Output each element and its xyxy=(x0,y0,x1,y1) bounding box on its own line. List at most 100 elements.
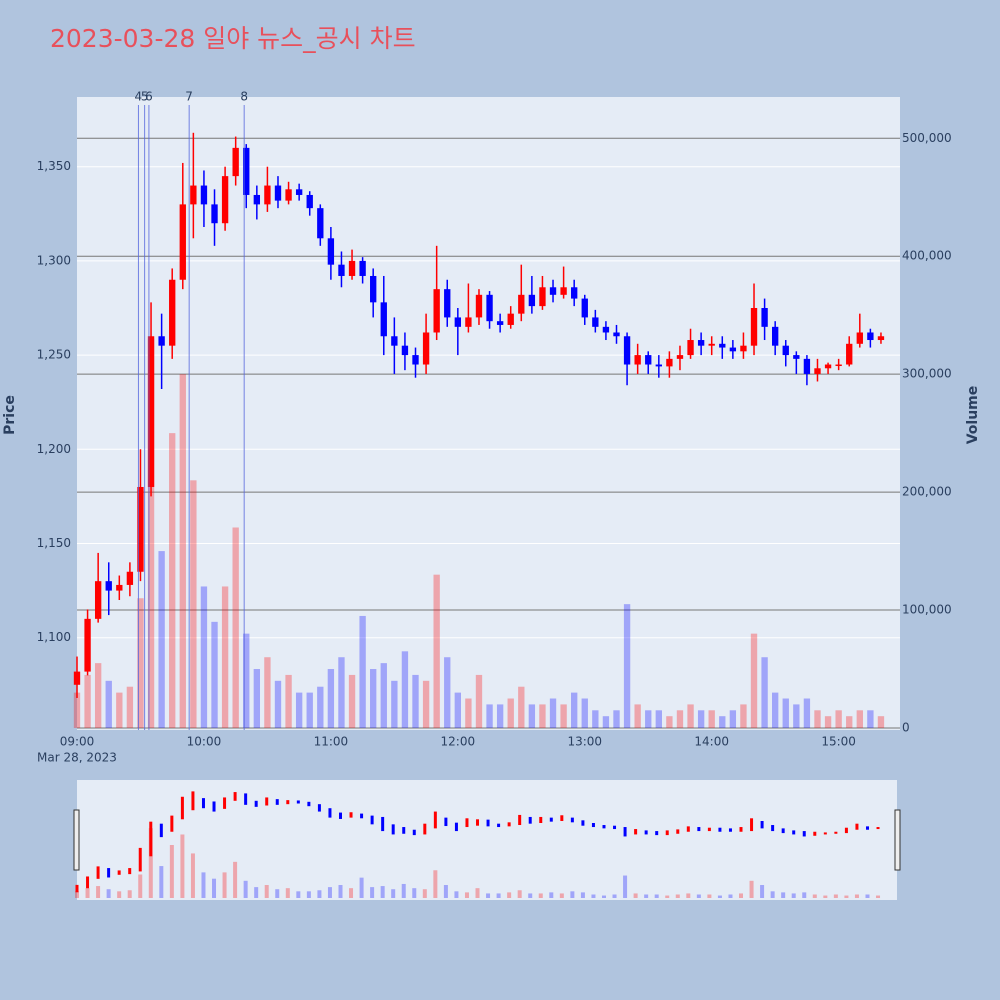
slider-volume-bar xyxy=(633,893,638,898)
slider-volume-bar xyxy=(391,889,396,898)
volume-bar xyxy=(422,680,430,728)
volume-bar xyxy=(274,680,282,728)
candle-body xyxy=(645,355,652,365)
slider-volume-bar xyxy=(349,888,354,898)
volume-bar xyxy=(613,710,620,728)
volume-bar xyxy=(602,716,610,728)
volume-bar xyxy=(835,710,842,728)
candle-body xyxy=(835,364,842,367)
candle-body xyxy=(306,194,313,209)
slider-volume-bar xyxy=(264,885,269,898)
slider-volume-bar xyxy=(317,890,322,898)
annotation-label: 8 xyxy=(240,90,248,104)
slider-volume-bar xyxy=(296,891,301,898)
volume-bar xyxy=(666,716,673,728)
candle-body xyxy=(560,287,567,295)
slider-volume-bar xyxy=(517,890,522,898)
candle-body xyxy=(401,345,409,356)
volume-bar xyxy=(338,657,345,728)
volume-bar xyxy=(634,704,641,728)
y2-tick-label: 400,000 xyxy=(902,249,952,263)
slider-volume-bar xyxy=(686,893,691,898)
volume-bar xyxy=(317,686,324,728)
candle-body xyxy=(708,343,715,346)
slider-volume-bar xyxy=(138,874,143,898)
volume-bar xyxy=(94,663,102,728)
x-tick-label: 14:00 xyxy=(694,735,729,749)
volume-bar xyxy=(84,674,91,728)
slider-volume-bar xyxy=(844,895,849,898)
candle-body xyxy=(116,584,123,591)
x-tick-sublabel: Mar 28, 2023 xyxy=(37,751,117,765)
volume-bar xyxy=(676,710,684,728)
candle-body xyxy=(327,238,335,265)
volume-bar xyxy=(158,551,165,728)
candle-body xyxy=(137,486,144,572)
range-slider[interactable] xyxy=(77,780,897,900)
candle-body xyxy=(655,364,662,367)
y-tick-label: 1,300 xyxy=(37,253,71,267)
candle-body xyxy=(496,321,504,325)
slider-handle-right[interactable] xyxy=(894,809,901,871)
candle-body xyxy=(253,194,261,205)
candle-body xyxy=(94,581,102,619)
candle-body xyxy=(295,189,303,195)
candle-body xyxy=(84,618,91,672)
candle-body xyxy=(581,298,588,318)
y-tick-label: 1,350 xyxy=(37,159,71,173)
slider-volume-bar xyxy=(285,888,290,898)
slider-volume-bar xyxy=(549,892,554,898)
candle-body xyxy=(772,326,779,346)
volume-bar xyxy=(496,704,504,728)
candle-body xyxy=(867,332,874,341)
y-tick-label: 1,200 xyxy=(37,442,71,456)
candle-body xyxy=(211,204,218,224)
slider-volume-bar xyxy=(306,891,311,898)
volume-bar xyxy=(486,704,493,728)
slider-volume-bar xyxy=(570,891,575,898)
candle-body xyxy=(348,260,356,276)
slider-volume-bar xyxy=(802,892,807,898)
volume-bar xyxy=(285,674,292,728)
volume-bar xyxy=(221,586,229,728)
slider-volume-bar xyxy=(401,883,406,898)
slider-volume-bar xyxy=(696,894,701,898)
volume-bar xyxy=(190,480,197,728)
slider-volume-bar xyxy=(854,894,859,898)
slider-volume-bar xyxy=(707,894,712,898)
volume-bar xyxy=(697,710,705,728)
candle-body xyxy=(190,185,197,205)
slider-volume-bar xyxy=(528,893,533,898)
candle-body xyxy=(338,264,345,276)
candle-body xyxy=(846,343,853,365)
slider-volume-bar xyxy=(106,889,111,898)
volume-bar xyxy=(264,657,271,728)
slider-volume-bar xyxy=(486,893,491,898)
slider-volume-bar xyxy=(559,893,564,898)
candle-body xyxy=(243,147,250,195)
slider-volume-bar xyxy=(591,894,596,898)
candle-body xyxy=(285,189,292,201)
slider-volume-bar xyxy=(380,886,385,898)
slider-volume-bar xyxy=(254,887,259,898)
candle-body xyxy=(359,260,366,276)
volume-bar xyxy=(179,374,186,728)
volume-bar xyxy=(729,710,737,728)
slider-volume-bar xyxy=(222,872,227,898)
slider-handle-left[interactable] xyxy=(73,809,80,871)
volume-bar xyxy=(327,669,335,728)
slider-volume-bar xyxy=(507,892,512,898)
y2-tick-label: 0 xyxy=(902,720,910,734)
slider-volume-bar xyxy=(580,892,585,898)
slider-volume-bar xyxy=(739,893,744,898)
volume-bar xyxy=(856,710,863,728)
slider-volume-bar xyxy=(496,893,501,898)
volume-bar xyxy=(412,674,419,728)
volume-bar xyxy=(761,657,768,728)
slider-volume-bar xyxy=(601,895,606,898)
slider-volume-bar xyxy=(464,892,469,898)
candle-body xyxy=(697,340,705,346)
candle-body xyxy=(856,332,863,344)
slider-volume-bar xyxy=(654,894,659,898)
